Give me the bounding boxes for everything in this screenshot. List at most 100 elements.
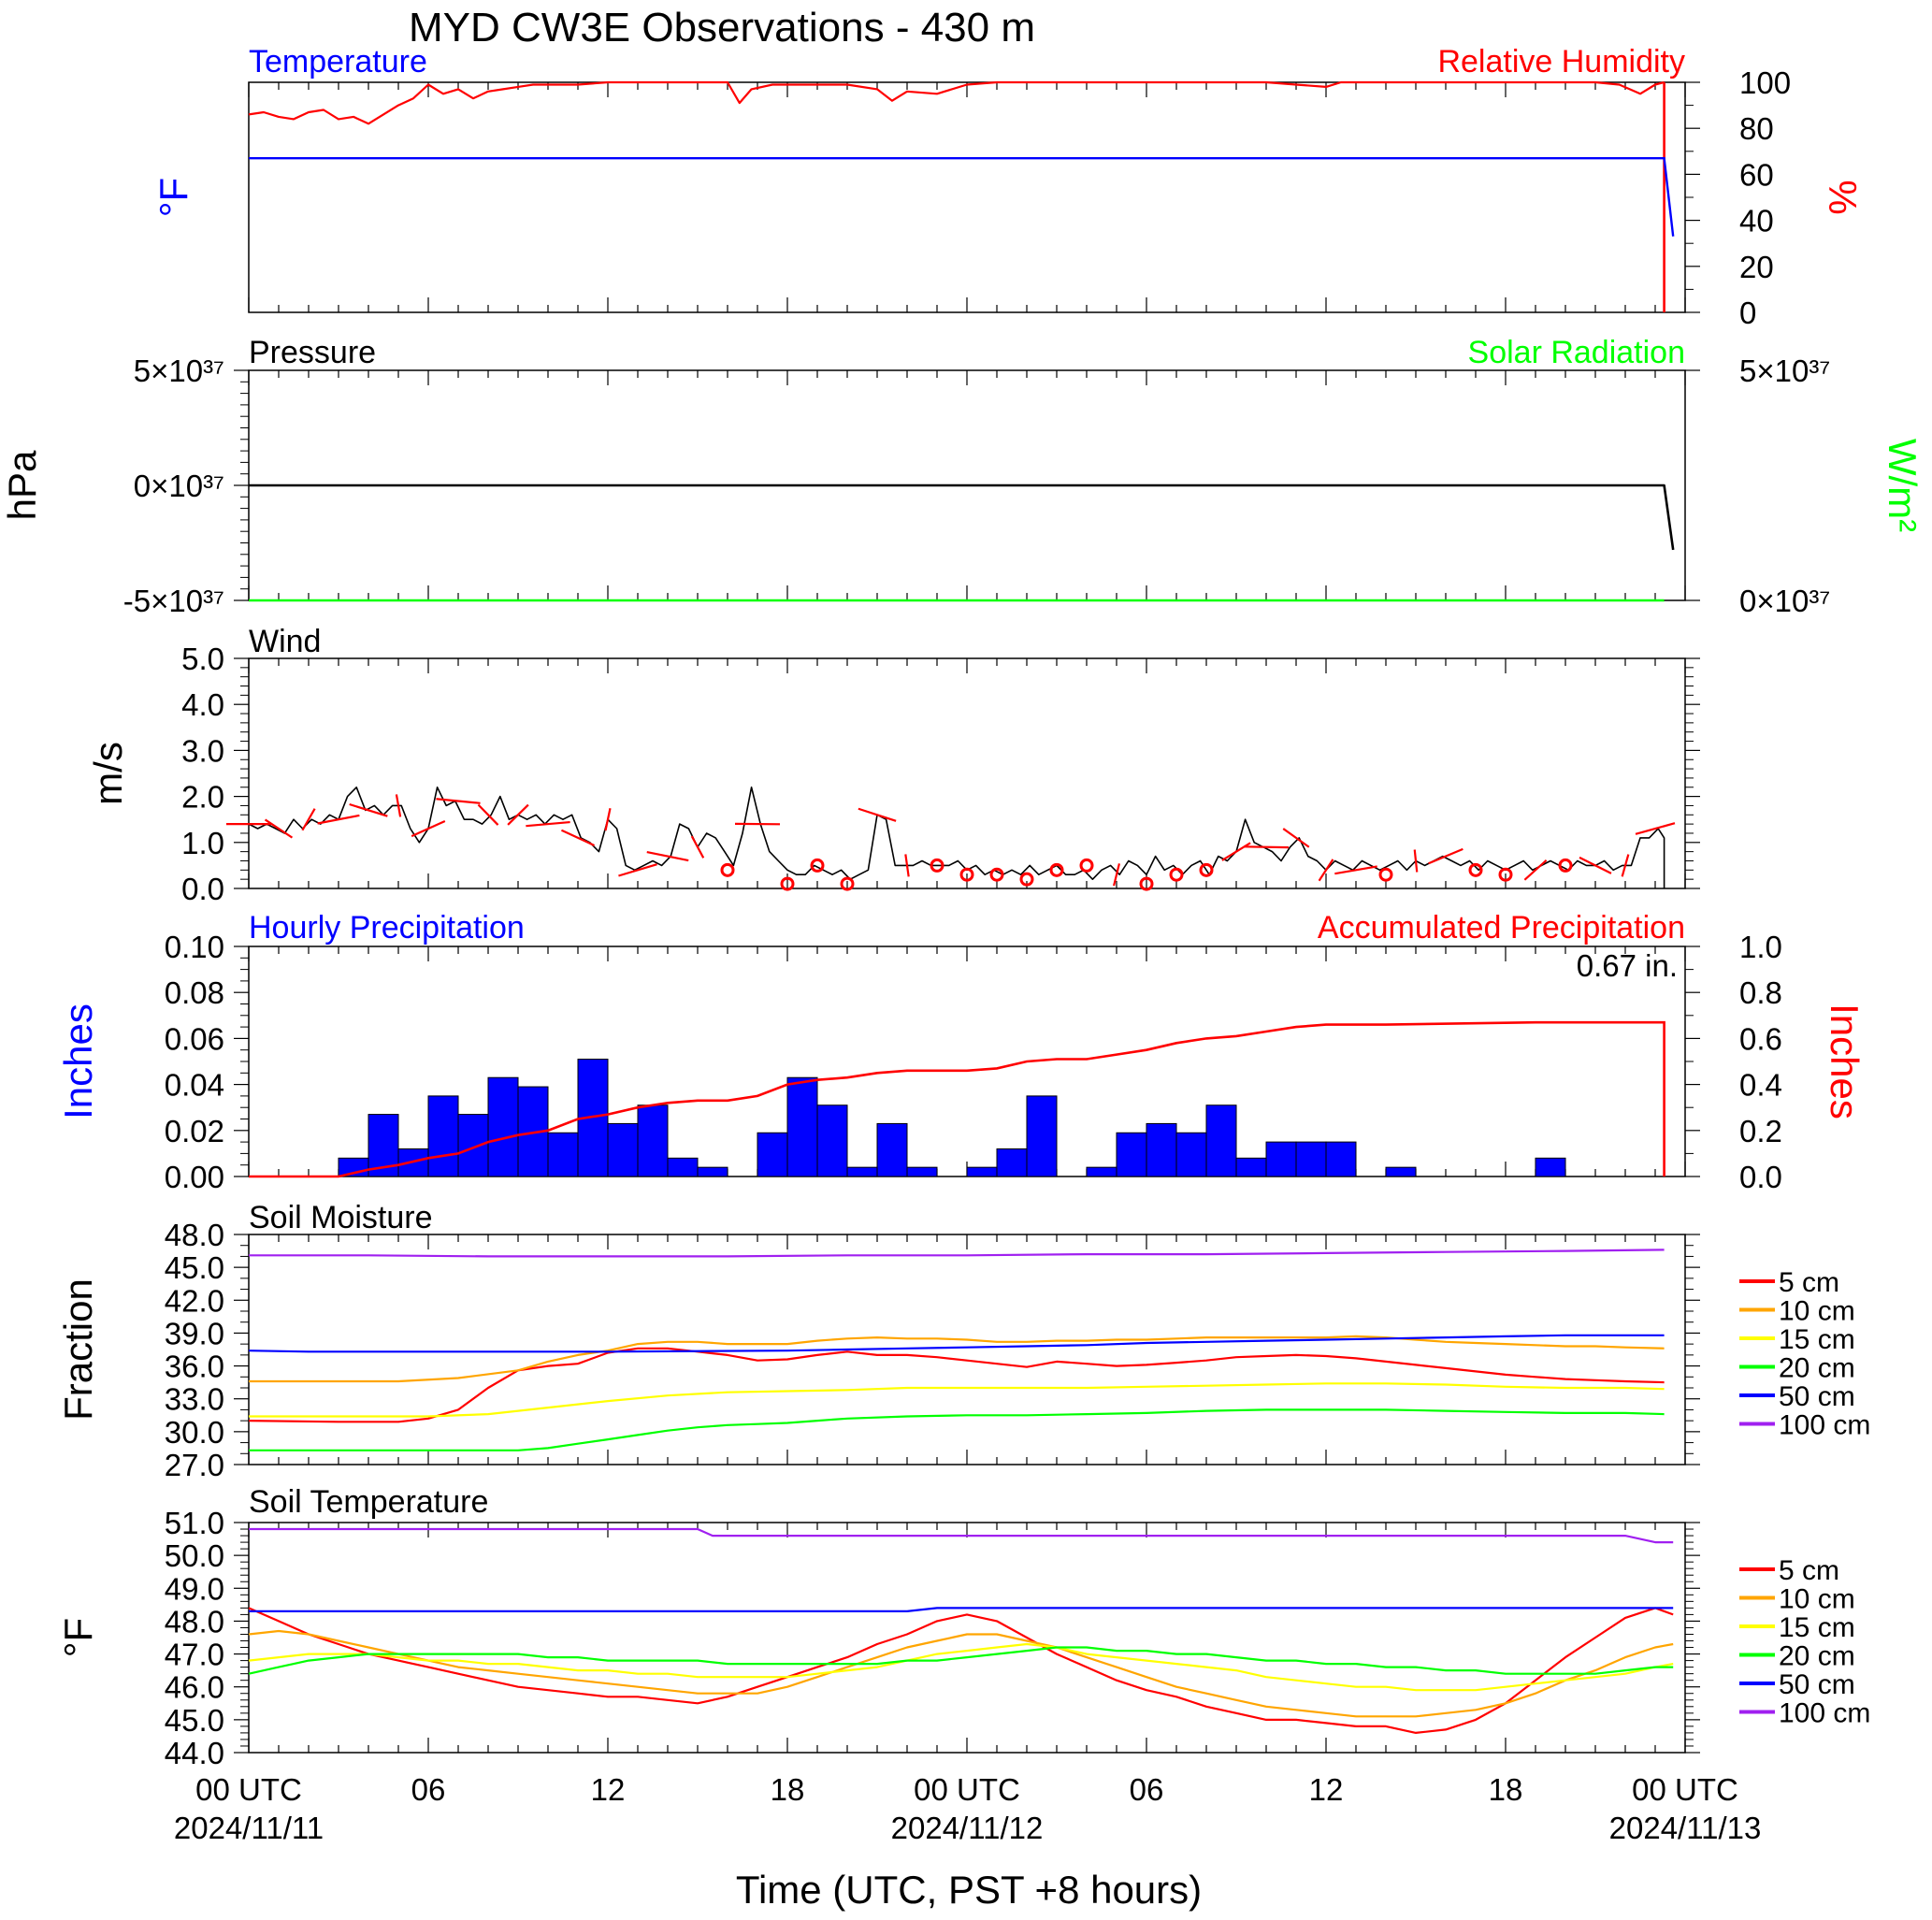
pressure-ytick-label: -5×10³⁷: [123, 584, 224, 618]
calm-marker: [1079, 858, 1094, 873]
wind-speed-line: [248, 786, 1665, 888]
calm-marker: [1139, 876, 1154, 891]
wind-barb: [507, 803, 529, 826]
pressure-unit: hPa: [0, 450, 44, 520]
soil-temp-panel-ytick-label: 48.0: [165, 1604, 224, 1638]
wind-barb: [690, 835, 705, 859]
wind-barb: [264, 818, 294, 839]
wind-barb: [1282, 828, 1310, 848]
humidity-line: [248, 80, 1665, 125]
soil-temp-panel-ytick-label: 46.0: [165, 1670, 224, 1705]
precip-bar: [1235, 1157, 1267, 1177]
wind-barb: [317, 814, 360, 825]
x-tick-label: 00 UTC: [195, 1772, 302, 1807]
soil-moisture-legend-label-50cm: 50 cm: [1779, 1381, 1855, 1412]
pressure-title: Pressure: [249, 335, 376, 370]
precip-bar: [1295, 1141, 1327, 1177]
precip-panel-ytick-label: 0.06: [165, 1021, 224, 1056]
soil-temp-panel-ytick-label: 45.0: [165, 1703, 224, 1738]
soil-moisture-panel-ytick-label: 42.0: [165, 1283, 224, 1318]
soil-temp-legend-label-100cm: 100 cm: [1779, 1698, 1870, 1729]
solar-unit: W/m²: [1881, 439, 1925, 532]
soil-moisture-50cm-line: [248, 1334, 1665, 1353]
soil-temp-panel-ytick-label: 44.0: [165, 1736, 224, 1770]
soil-moisture-panel-ytick-label: 36.0: [165, 1350, 224, 1384]
precip-bar: [1385, 1166, 1417, 1177]
precip-bar: [996, 1148, 1028, 1177]
accum-precip-unit: Inches: [1823, 1003, 1867, 1119]
wind-barb: [1428, 847, 1463, 865]
wind-panel-ytick-label: 1.0: [181, 826, 224, 860]
precip-bar: [1146, 1122, 1177, 1177]
precip-bar: [786, 1076, 818, 1177]
precip-bar: [487, 1076, 519, 1177]
x-date-label: 2024/11/11: [174, 1811, 324, 1845]
soil-temp-legend-label-5cm: 5 cm: [1779, 1555, 1839, 1586]
soil-moisture-panel-ytick-label: 45.0: [165, 1250, 224, 1285]
precip-bar: [1265, 1141, 1297, 1177]
x-tick-label: 06: [1130, 1772, 1164, 1807]
wind-barb: [436, 798, 481, 804]
calm-marker: [1468, 862, 1483, 877]
x-date-label: 2024/11/13: [1609, 1811, 1762, 1845]
precip-panel-ytick-label: 0.10: [165, 930, 224, 964]
soil-temp-10cm-line: [248, 1629, 1674, 1718]
temperature-title: Temperature: [249, 44, 427, 79]
soil-moisture-panel-frame: [248, 1234, 1686, 1465]
precip-bar: [1175, 1132, 1207, 1177]
solar-ytick-label: 0×10³⁷: [1739, 584, 1830, 618]
wind-barb: [904, 854, 910, 877]
wind-barb: [1413, 849, 1419, 873]
wind-barb: [301, 808, 316, 831]
temperature-line: [249, 156, 1675, 237]
calm-marker: [1019, 872, 1034, 887]
precip-bar: [846, 1166, 878, 1177]
wind-panel-ytick-label: 2.0: [181, 780, 224, 815]
wind-barb: [1243, 845, 1290, 849]
x-tick-label: 12: [1309, 1772, 1344, 1807]
soil-moisture-unit: Fraction: [56, 1278, 100, 1421]
calm-marker: [810, 858, 825, 873]
wind-panel-frame: [248, 657, 1686, 889]
precip-panel-ytick-label-right: 0.0: [1739, 1160, 1782, 1194]
wind-panel-ytick-label: 5.0: [181, 642, 224, 676]
wind-barb: [646, 850, 689, 862]
text-layer: MYD CW3E Observations - 430 m 0 20 40 60 80 10…: [0, 5, 1925, 1912]
precip-panel-ytick-label-right: 0.2: [1739, 1114, 1782, 1148]
calm-marker: [1378, 867, 1393, 882]
rh-panel-ytick-label-right: 20: [1739, 250, 1774, 284]
precip-panel-ytick-label: 0.08: [165, 975, 224, 1010]
precip-bar: [1086, 1166, 1117, 1177]
pressure-ytick-label: 0×10³⁷: [134, 469, 224, 503]
soil-moisture-20cm-line: [249, 1408, 1665, 1451]
precip-panel-ytick-label: 0.02: [165, 1114, 224, 1148]
soil-moisture-panel-ytick-label: 33.0: [165, 1382, 224, 1417]
precip-bar: [816, 1104, 848, 1177]
precip-bar: [697, 1166, 728, 1177]
precip-bar: [1325, 1141, 1357, 1177]
calm-marker: [780, 876, 795, 891]
wind-barb: [1318, 859, 1334, 882]
precip-bar: [427, 1095, 459, 1177]
wind-panel-ytick-label: 4.0: [181, 687, 224, 722]
soil-moisture-10cm-line: [249, 1335, 1665, 1383]
soil-temp-title: Soil Temperature: [249, 1484, 488, 1520]
wind-barb: [349, 802, 388, 817]
wind-barb: [1635, 822, 1676, 835]
x-tick-label: 18: [771, 1772, 805, 1807]
soil-temp-5cm-line: [248, 1607, 1674, 1735]
humidity-unit: %: [1821, 180, 1865, 214]
wind-barb: [1579, 856, 1612, 874]
soil-moisture-panel-ytick-label: 39.0: [165, 1316, 224, 1350]
precip-bar: [457, 1114, 489, 1177]
precip-bar: [547, 1132, 579, 1177]
wind-barb: [477, 803, 499, 826]
wind-barb: [1523, 859, 1548, 881]
precip-bar: [906, 1166, 938, 1177]
wind-panel-ytick-label: 0.0: [181, 872, 224, 906]
soil-temp-20cm-line: [248, 1646, 1674, 1675]
precip-bar: [1116, 1132, 1147, 1177]
x-axis-title: Time (UTC, PST +8 hours): [736, 1868, 1202, 1912]
chart-title: MYD CW3E Observations - 430 m: [409, 5, 1035, 51]
calm-marker: [840, 876, 855, 891]
